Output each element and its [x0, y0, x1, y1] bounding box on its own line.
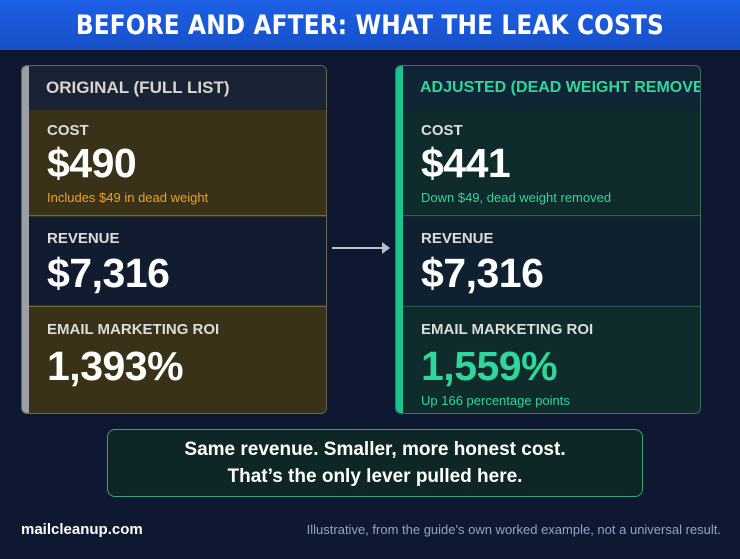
original-revenue-value: $7,316 [47, 250, 170, 296]
adjusted-roi-note: Up 166 percentage points [421, 393, 570, 408]
adjusted-card-header: ADJUSTED (DEAD WEIGHT REMOVED) [403, 66, 700, 110]
adjusted-cost-section: COST $441 Down $49, dead weight removed [403, 110, 700, 216]
arrow-right-icon [332, 242, 390, 254]
adjusted-card: ADJUSTED (DEAD WEIGHT REMOVED) COST $441… [395, 65, 701, 414]
original-roi-section: EMAIL MARKETING ROI 1,393% [29, 306, 326, 413]
original-roi-label: EMAIL MARKETING ROI [47, 321, 220, 338]
footer-site: mailcleanup.com [21, 521, 143, 538]
original-cost-note: Includes $49 in dead weight [47, 190, 209, 205]
adjusted-cost-label: COST [421, 122, 463, 139]
original-card-header: ORIGINAL (FULL LIST) [29, 66, 326, 110]
original-cost-label: COST [47, 122, 89, 139]
footer-disclaimer: Illustrative, from the guide's own worke… [306, 522, 721, 537]
adjusted-roi-label: EMAIL MARKETING ROI [421, 321, 594, 338]
adjusted-cost-note: Down $49, dead weight removed [421, 190, 612, 205]
summary-line-1: Same revenue. Smaller, more honest cost. [184, 439, 566, 460]
original-card: ORIGINAL (FULL LIST) COST $490 Includes … [21, 65, 327, 414]
adjusted-revenue-section: REVENUE $7,316 [403, 217, 700, 305]
adjusted-revenue-value: $7,316 [421, 250, 544, 296]
original-revenue-section: REVENUE $7,316 [29, 217, 326, 305]
adjusted-accent-bar [396, 66, 403, 413]
adjusted-revenue-label: REVENUE [421, 230, 494, 247]
page-title: BEFORE AND AFTER: WHAT THE LEAK COSTS [75, 9, 665, 41]
adjusted-cost-value: $441 [421, 140, 511, 186]
summary-line-2: That’s the only lever pulled here. [227, 466, 523, 487]
original-cost-value: $490 [47, 140, 137, 186]
original-roi-value: 1,393% [47, 343, 184, 389]
adjusted-roi-section: EMAIL MARKETING ROI 1,559% Up 166 percen… [403, 306, 700, 413]
adjusted-roi-value: 1,559% [421, 343, 558, 389]
title-banner: BEFORE AND AFTER: WHAT THE LEAK COSTS [0, 0, 740, 50]
original-cost-section: COST $490 Includes $49 in dead weight [29, 110, 326, 216]
original-revenue-label: REVENUE [47, 230, 120, 247]
original-accent-bar [22, 66, 29, 413]
summary-box: Same revenue. Smaller, more honest cost.… [107, 429, 643, 497]
